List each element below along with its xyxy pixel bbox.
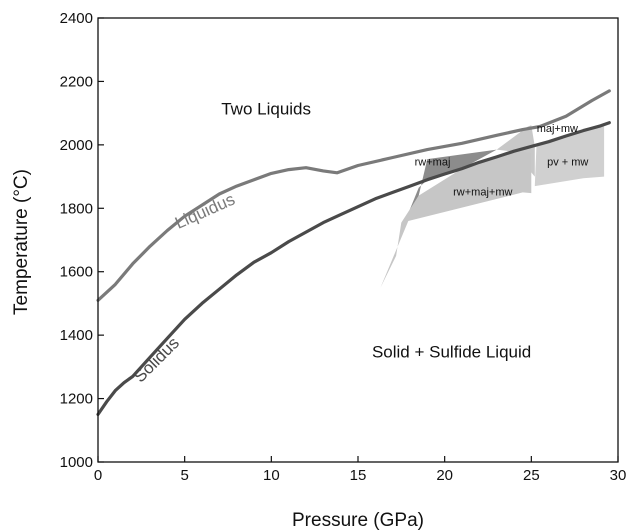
x-tick-label: 15 xyxy=(350,467,367,484)
y-tick-label: 2400 xyxy=(60,10,93,27)
phase-regions xyxy=(380,122,605,288)
x-axis-label: Pressure (GPa) xyxy=(292,510,424,531)
phase-curves xyxy=(96,89,611,416)
label-maj-mw: maj+mw xyxy=(537,123,578,135)
x-tick-label: 0 xyxy=(94,467,102,484)
axes: 0 5 10 15 20 25 30 1000 1200 1400 1600 1800 2000 2200… xyxy=(60,10,627,484)
label-solid-sulfide-liquid: Solid + Sulfide Liquid xyxy=(372,342,531,361)
label-rw-maj: rw+maj xyxy=(415,156,451,168)
region-rw-maj xyxy=(406,149,497,218)
label-pv-mw: pv + mw xyxy=(547,156,588,168)
region-pv-mw xyxy=(534,122,605,187)
y-tick-label: 2200 xyxy=(60,73,93,90)
solidus-curve xyxy=(96,121,611,416)
x-tick-label: 30 xyxy=(610,467,627,484)
label-liquidus: Liquidus xyxy=(172,190,238,233)
y-tick-label: 1000 xyxy=(60,454,93,471)
label-solidus: Solidus xyxy=(130,333,183,386)
y-tick-label: 1600 xyxy=(60,264,93,281)
x-tick-label: 10 xyxy=(263,467,280,484)
y-axis-label: Temperature (°C) xyxy=(11,169,32,315)
x-tick-label: 20 xyxy=(436,467,453,484)
x-tick-label: 5 xyxy=(180,467,188,484)
label-rw-maj-mw: rw+maj+mw xyxy=(453,187,512,199)
liquidus-curve xyxy=(96,89,611,302)
region-rw-maj-mw xyxy=(380,151,532,288)
x-tick-label: 25 xyxy=(523,467,540,484)
y-tick-label: 2000 xyxy=(60,137,93,154)
label-two-liquids: Two Liquids xyxy=(221,100,311,119)
y-tick-label: 1800 xyxy=(60,200,93,217)
plot-frame xyxy=(97,17,619,463)
y-tick-label: 1400 xyxy=(60,327,93,344)
y-tick-label: 1200 xyxy=(60,391,93,408)
